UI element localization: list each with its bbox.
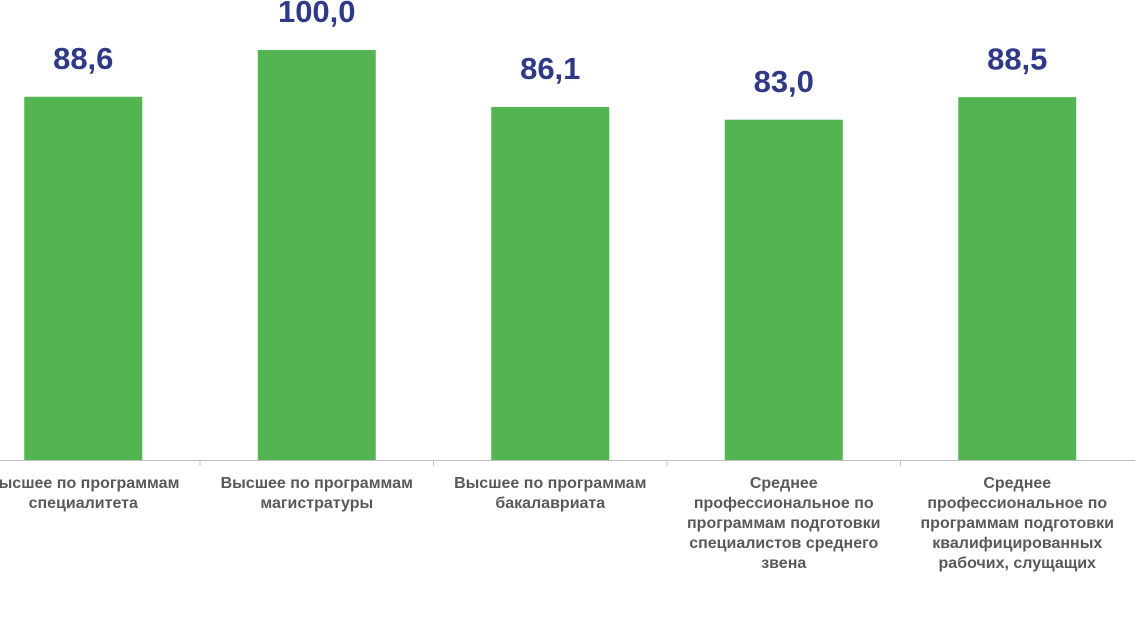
value-label: 86,1 <box>520 51 580 86</box>
bar <box>257 50 376 460</box>
bar <box>24 96 143 461</box>
bar <box>491 106 610 461</box>
value-label: 83,0 <box>754 64 814 99</box>
x-tick-label: Высшее по программам магистратуры <box>220 475 413 512</box>
value-label: 88,5 <box>987 41 1047 76</box>
x-tick-label: Высшее по программам специалитета <box>0 475 180 512</box>
value-label: 88,6 <box>53 41 113 76</box>
value-label: 100,0 <box>278 0 356 29</box>
x-tick-label: Среднее профессиональное по программам п… <box>687 475 881 572</box>
bar <box>958 97 1077 461</box>
bar <box>724 119 843 460</box>
x-tick-label: Высшее по программам бакалавриата <box>454 475 647 512</box>
x-tick-label: Среднее профессиональное по программам п… <box>920 475 1114 572</box>
